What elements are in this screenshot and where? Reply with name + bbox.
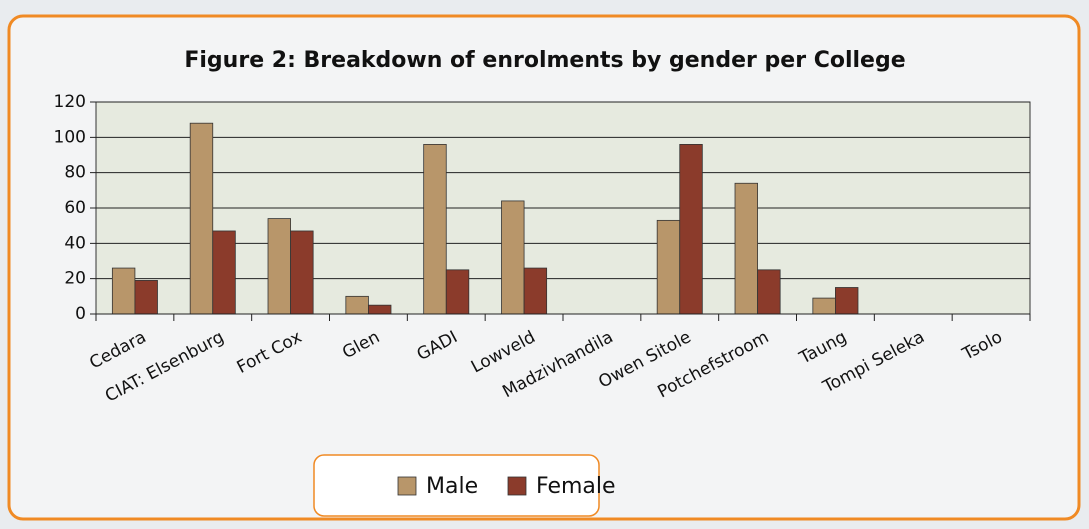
bar (812, 297, 836, 315)
bar (368, 304, 392, 315)
bar (835, 287, 859, 315)
bar (501, 200, 525, 315)
legend-swatch (397, 476, 417, 496)
legend-label: Male (426, 474, 478, 499)
y-tick-label: 20 (64, 269, 86, 289)
bar (423, 143, 447, 315)
bar (345, 295, 369, 315)
bar (523, 267, 548, 315)
bar (212, 230, 236, 315)
bar (679, 143, 703, 315)
chart-title: Figure 2: Breakdown of enrolments by gen… (184, 48, 905, 73)
bar (656, 219, 681, 315)
bar (111, 267, 136, 315)
bar (290, 230, 314, 315)
bar (757, 269, 781, 315)
bar (445, 269, 470, 315)
legend-box (313, 454, 600, 517)
y-tick-label: 80 (64, 163, 86, 183)
legend-swatch (507, 476, 527, 496)
y-tick-label: 0 (75, 304, 86, 324)
y-tick-label: 60 (64, 198, 86, 218)
y-tick-label: 120 (54, 92, 86, 112)
bar (134, 280, 158, 315)
bar (189, 122, 214, 315)
y-tick-label: 40 (64, 233, 86, 253)
legend-label: Female (536, 474, 616, 499)
y-tick-label: 100 (54, 127, 86, 147)
bar (734, 182, 758, 315)
bar (267, 218, 291, 315)
